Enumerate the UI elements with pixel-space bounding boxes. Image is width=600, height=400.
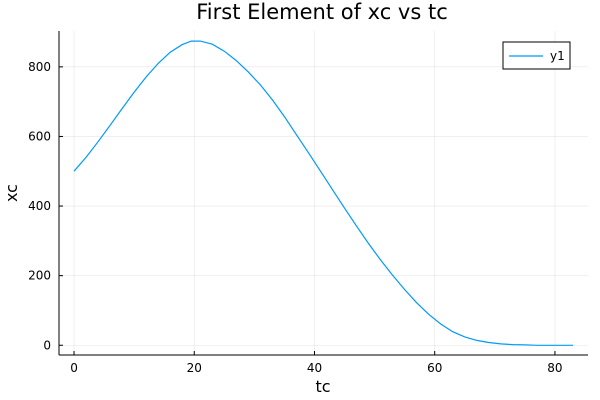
y-axis-label: xc: [2, 184, 21, 202]
y-tick-label-400: 400: [28, 199, 51, 213]
x-axis-label: tc: [315, 377, 330, 396]
x-tick-label-20: 20: [187, 361, 202, 375]
x-axis-ticks: 0 20 40 60 80: [70, 351, 563, 375]
legend: y1: [502, 41, 571, 70]
y-tick-label-600: 600: [28, 129, 51, 143]
legend-label-y1: y1: [550, 49, 565, 63]
x-tick-label-0: 0: [70, 361, 78, 375]
series-layer: [73, 40, 573, 346]
x-tick-label-80: 80: [547, 361, 562, 375]
x-tick-label-60: 60: [427, 361, 442, 375]
y-tick-label-200: 200: [28, 269, 51, 283]
y-tick-label-0: 0: [43, 338, 51, 352]
x-tick-label-40: 40: [307, 361, 322, 375]
chart-title: First Element of xc vs tc: [196, 0, 448, 24]
y-tick-label-800: 800: [28, 60, 51, 74]
series-line-y1: [73, 40, 573, 346]
grid: [59, 31, 588, 355]
y-axis-ticks: 0 200 400 600 800: [28, 60, 63, 352]
